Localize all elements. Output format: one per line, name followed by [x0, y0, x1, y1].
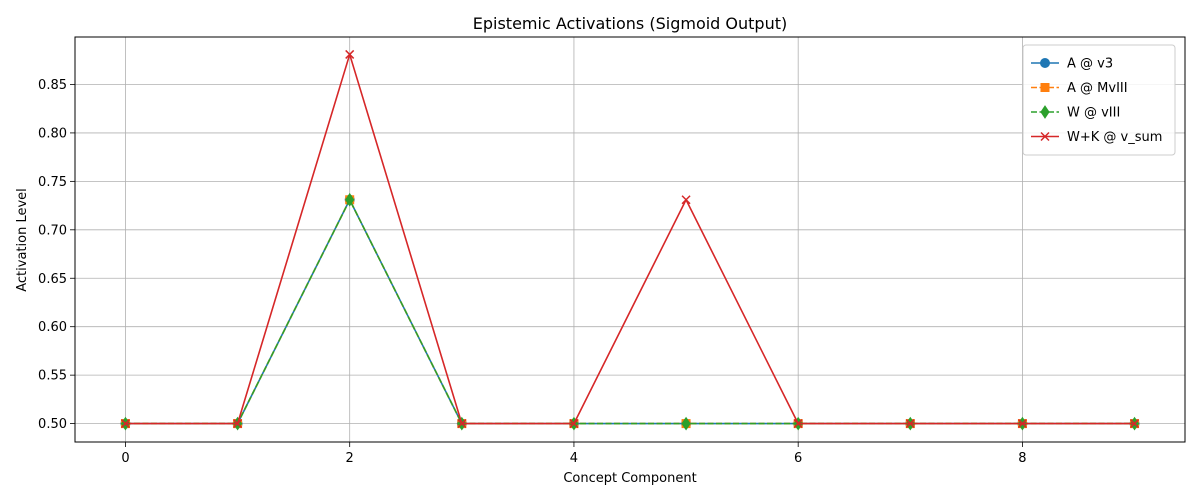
legend-label: W+K @ v_sum	[1067, 130, 1162, 145]
legend-marker	[1040, 131, 1050, 142]
y-tick-label: 0.80	[38, 126, 67, 141]
legend-marker	[1040, 105, 1050, 119]
data-point	[681, 416, 691, 431]
y-tick-label: 0.70	[38, 223, 67, 238]
x-tick-label: 6	[794, 451, 802, 466]
legend-label: W @ vIII	[1067, 106, 1120, 121]
legend-marker	[1040, 83, 1050, 92]
legend-entry: A @ MvIII	[1031, 81, 1128, 96]
data-point	[681, 195, 691, 205]
y-tick-label: 0.50	[38, 417, 67, 432]
legend-entry: A @ v3	[1031, 57, 1113, 72]
series-line	[125, 53, 1135, 425]
series-4	[120, 49, 1140, 429]
grid	[75, 37, 1185, 442]
chart-title: Epistemic Activations (Sigmoid Output)	[473, 14, 787, 33]
plot-frame	[74, 36, 1186, 443]
legend-label: A @ v3	[1067, 57, 1113, 72]
data-point	[569, 419, 579, 429]
legend-entry: W @ vIII	[1031, 105, 1120, 121]
series-layer	[120, 49, 1140, 431]
legend-entry: W+K @ v_sum	[1031, 130, 1162, 145]
legend-label: A @ MvIII	[1067, 81, 1128, 96]
data-point	[345, 192, 355, 207]
data-point	[1130, 419, 1140, 429]
y-tick-label: 0.60	[38, 320, 67, 335]
y-tick-label: 0.55	[38, 369, 67, 384]
data-point	[905, 419, 915, 429]
y-tick-label: 0.75	[38, 175, 67, 190]
x-tick-label: 4	[570, 451, 578, 466]
y-tick-label: 0.65	[38, 272, 67, 287]
x-axis-label: Concept Component	[563, 471, 696, 486]
legend: A @ v3 A @ MvIII W @ vIII W+K @ v_sum	[1022, 44, 1176, 156]
y-tick-label: 0.85	[38, 78, 67, 93]
x-tick-label: 8	[1018, 451, 1026, 466]
legend-box	[1022, 44, 1176, 156]
x-tick-label: 0	[121, 451, 129, 466]
data-point	[1017, 419, 1027, 429]
y-axis-label: Activation Level	[15, 188, 30, 292]
data-point	[793, 419, 803, 429]
data-point	[345, 49, 355, 59]
data-point	[120, 419, 130, 429]
data-point	[233, 419, 243, 429]
data-point	[457, 419, 467, 429]
legend-marker	[1040, 58, 1050, 68]
axes: 0 2 4 6 8 0.50 0.55 0.60 0.65 0.70 0.75 0.80 0.85	[38, 78, 1027, 466]
x-tick-label: 2	[346, 451, 354, 466]
